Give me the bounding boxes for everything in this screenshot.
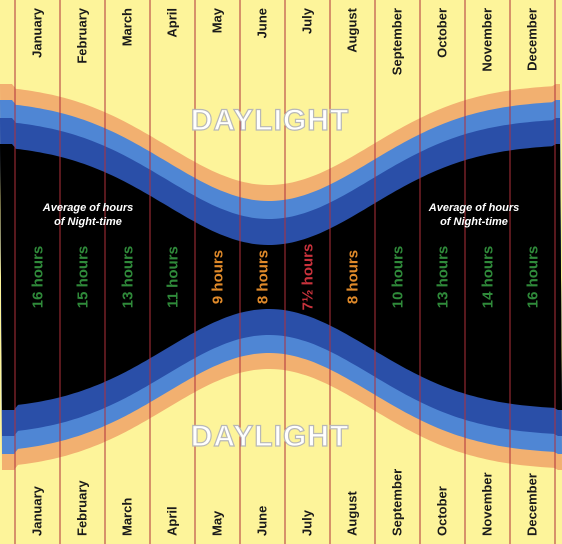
night-hours-label: 13 hours — [435, 246, 452, 309]
top-month-label: June — [255, 8, 270, 38]
top-month-label: February — [75, 7, 90, 63]
top-month-label: March — [120, 8, 135, 46]
night-hours-label: 14 hours — [480, 246, 497, 309]
bottom-month-label: April — [165, 506, 180, 536]
top-month-label: May — [210, 7, 225, 33]
night-hours-label: 8 hours — [345, 250, 362, 304]
top-month-label: August — [345, 7, 360, 52]
bottom-month-label: November — [480, 472, 495, 536]
bottom-month-label: December — [525, 473, 540, 536]
bottom-month-label: May — [210, 510, 225, 536]
bottom-month-label: July — [300, 509, 315, 536]
night-hours-label: 13 hours — [120, 246, 137, 309]
month-dividers — [14, 0, 556, 544]
average-label-right-line2: of Night-time — [440, 216, 508, 228]
top-month-labels: January February March April May June July Augu… — [30, 7, 540, 75]
night-hours-label: 11 hours — [165, 246, 182, 308]
night-area — [0, 144, 562, 410]
top-month-label: April — [165, 8, 180, 38]
daylight-label-top: DAYLIGHT — [191, 104, 350, 137]
night-hours-label: 7½ hours — [300, 244, 317, 311]
bottom-month-label: February — [75, 480, 90, 536]
average-label-left-line2: of Night-time — [54, 216, 122, 228]
bottom-month-label: October — [435, 486, 450, 536]
bottom-month-label: June — [255, 506, 270, 536]
daylight-label-bottom: DAYLIGHT — [191, 420, 350, 453]
night-hours-label: 9 hours — [210, 250, 227, 304]
night-hour-labels: 16 hours 15 hours 13 hours 11 hours 9 hours 8… — [30, 244, 542, 311]
night-hours-label: 8 hours — [255, 250, 272, 304]
top-month-label: September — [390, 8, 405, 75]
night-hours-label: 16 hours — [525, 246, 542, 309]
top-month-label: July — [300, 7, 315, 34]
night-hours-label: 10 hours — [390, 246, 407, 309]
night-hours-label: 16 hours — [30, 246, 47, 309]
average-label-right-line1: Average of hours — [428, 202, 519, 214]
bottom-month-label: March — [120, 498, 135, 536]
night-hours-label: 15 hours — [75, 246, 92, 309]
top-month-label: October — [435, 8, 450, 58]
bottom-month-labels: January February March April May June July Augu… — [30, 469, 540, 536]
top-month-label: November — [480, 8, 495, 72]
bottom-month-label: September — [390, 469, 405, 536]
top-month-label: January — [30, 7, 45, 58]
bottom-month-label: August — [345, 491, 360, 536]
top-month-label: December — [525, 8, 540, 71]
average-label-left-line1: Average of hours — [42, 202, 133, 214]
bottom-month-label: January — [30, 485, 45, 536]
